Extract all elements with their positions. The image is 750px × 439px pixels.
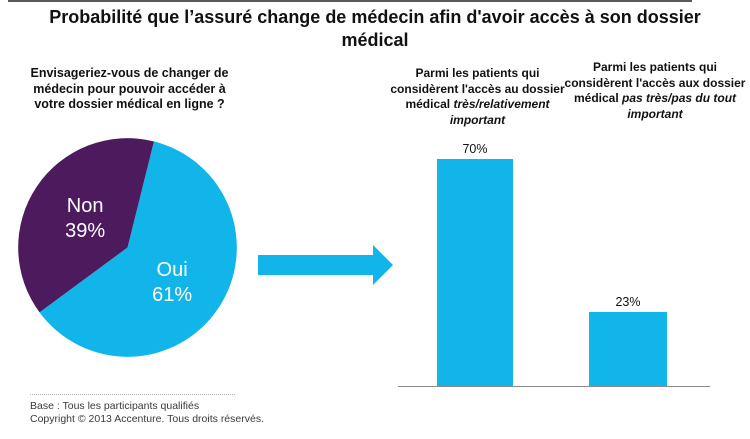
- top-border-rule: [8, 0, 692, 2]
- bar-header-not-important-italic: pas très/pas du tout important: [622, 91, 737, 121]
- bar-not-important: [589, 312, 667, 387]
- pie-question: Envisageriez-vous de changer de médecin …: [30, 66, 229, 112]
- pie-slice-oui-label: Oui: [156, 259, 188, 282]
- pie-slice-non-label: Non: [66, 194, 104, 217]
- bar-value-important: 70%: [462, 142, 488, 156]
- bar-header-not-important: Parmi les patients qui considèrent l'acc…: [560, 60, 750, 122]
- footer-divider: [30, 394, 235, 395]
- page-title: Probabilité que l’assuré change de médec…: [49, 7, 701, 51]
- axis-baseline: [398, 386, 710, 387]
- bar-value-not-important: 23%: [615, 295, 641, 309]
- pie-slice-oui: [39, 141, 237, 357]
- pie-label-non: Non 39%: [65, 194, 105, 244]
- footer-base-note: Base : Tous les participants qualifiés: [30, 400, 200, 412]
- pie-label-oui: Oui 61%: [152, 258, 192, 308]
- bar-header-important: Parmi les patients qui considèrent l'acc…: [385, 66, 570, 128]
- bar-column-not-important: 23%: [589, 295, 667, 387]
- pie-chart: Non 39% Oui 61%: [16, 136, 239, 359]
- footer-copyright: Copyright © 2013 Accenture. Tous droits …: [30, 413, 264, 425]
- bar-column-important: 70%: [437, 142, 513, 387]
- bar-header-important-regular: Parmi les patients qui considèrent l'acc…: [390, 66, 565, 112]
- pie-slice-oui-value: 61%: [152, 284, 193, 307]
- pie-slice-non-value: 39%: [65, 219, 106, 242]
- pie-slice-non: [18, 138, 154, 313]
- forward-arrow-icon: [258, 245, 393, 285]
- bar-header-not-important-regular: Parmi les patients qui considèrent l'acc…: [564, 60, 746, 106]
- pie-svg: [18, 138, 237, 357]
- bar-important: [437, 159, 513, 387]
- bar-header-important-italic: très/relativement important: [449, 97, 550, 127]
